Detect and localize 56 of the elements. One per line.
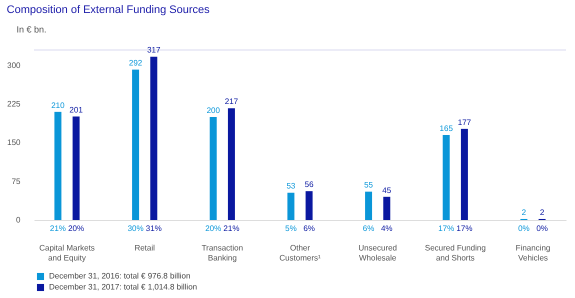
data-label: 45 <box>382 186 392 195</box>
text: 6% <box>303 224 315 233</box>
y-tick-label: 75 <box>12 176 22 186</box>
data-label: 2 <box>522 208 527 217</box>
legend-label: December 31, 2016: total € 976.8 billion <box>49 272 190 280</box>
y-tick-label: 225 <box>7 100 22 109</box>
data-label: 317 <box>147 46 161 55</box>
bar <box>72 116 80 220</box>
y-tick-label: 0 <box>16 216 22 224</box>
data-label: 165 <box>440 124 454 133</box>
text: 5% <box>285 224 297 233</box>
text: 17% <box>438 224 454 233</box>
x-tick-label: Transaction Banking <box>202 244 244 262</box>
data-label: 217 <box>224 97 239 106</box>
bar <box>460 128 468 220</box>
bar <box>442 135 450 220</box>
text: 17% <box>456 224 472 233</box>
text: 0% <box>536 224 548 233</box>
y-tick-label: 150 <box>7 138 22 148</box>
x-tick-label: Unsecured Wholesale <box>358 244 398 262</box>
text: 30% <box>128 224 144 233</box>
bar <box>132 70 140 220</box>
text: 21% <box>223 224 240 233</box>
data-label: 201 <box>69 105 84 114</box>
text: 31% <box>146 224 162 233</box>
bar <box>210 116 217 220</box>
text: 21% <box>50 224 66 233</box>
text: 0% <box>518 224 530 233</box>
bar <box>287 192 294 220</box>
x-tick-label: Financing Vehicles <box>516 244 550 262</box>
bar <box>150 56 158 220</box>
x-tick-label: Secured Funding and Shorts <box>424 244 486 262</box>
bar <box>54 112 62 220</box>
text: 6% <box>362 224 374 233</box>
data-label: 292 <box>128 58 143 68</box>
data-label: 210 <box>51 100 66 110</box>
bar <box>306 191 313 220</box>
data-label: 177 <box>458 118 472 127</box>
data-label: 53 <box>286 182 296 191</box>
legend-label: December 31, 2017: total € 1,014.8 billion <box>49 282 198 292</box>
y-axis-title: In € bn. <box>16 24 47 34</box>
bar <box>228 108 235 220</box>
data-label: 2 <box>540 208 545 217</box>
text: 20% <box>205 224 222 233</box>
text: 4% <box>380 224 393 233</box>
text: 20% <box>68 224 84 233</box>
chart-title: Composition of External Funding Sources <box>6 4 210 16</box>
x-tick-label: Capital Markets and Equity <box>39 244 95 262</box>
data-label: 55 <box>364 180 374 190</box>
data-label: 200 <box>206 106 220 115</box>
y-tick-label: 300 <box>7 60 22 70</box>
bar <box>383 196 390 220</box>
bar <box>365 192 372 220</box>
data-label: 56 <box>304 180 314 190</box>
x-tick-label: Retail <box>134 244 156 252</box>
x-tick-label: Other Customers¹ <box>279 244 322 262</box>
